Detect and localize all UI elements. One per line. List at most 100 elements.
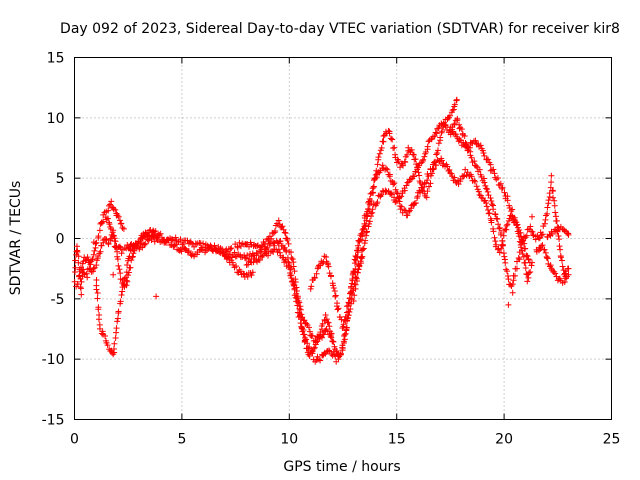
data-point xyxy=(390,181,397,188)
data-point xyxy=(468,173,475,180)
data-point xyxy=(319,320,326,327)
data-point xyxy=(374,199,381,206)
data-point xyxy=(72,264,79,271)
data-point xyxy=(289,256,296,263)
data-point xyxy=(527,223,534,230)
data-point xyxy=(84,274,91,281)
data-point xyxy=(393,189,400,196)
data-point xyxy=(435,125,442,132)
y-tick-label: 5 xyxy=(56,171,65,187)
data-point xyxy=(86,265,93,272)
data-point xyxy=(265,252,272,259)
data-point xyxy=(354,242,361,249)
data-point xyxy=(115,213,122,220)
data-point xyxy=(492,238,499,245)
data-point xyxy=(537,234,544,241)
data-point xyxy=(325,347,332,354)
tick-marks xyxy=(74,57,612,420)
data-point xyxy=(78,291,85,298)
data-point xyxy=(368,210,375,217)
data-point xyxy=(74,280,81,287)
data-point xyxy=(473,163,480,170)
data-point xyxy=(142,240,149,247)
data-point xyxy=(487,167,494,174)
data-point xyxy=(279,223,286,230)
data-point xyxy=(496,224,503,231)
data-point xyxy=(378,144,385,151)
data-point xyxy=(165,237,172,244)
data-point xyxy=(182,245,189,252)
data-point xyxy=(119,224,126,231)
data-point xyxy=(402,159,409,166)
data-point xyxy=(120,225,127,232)
data-point xyxy=(483,185,490,192)
x-tick-label: 20 xyxy=(495,432,513,448)
data-point xyxy=(366,220,373,227)
x-tick-label: 5 xyxy=(177,432,186,448)
data-point xyxy=(93,286,100,293)
data-point xyxy=(231,249,238,256)
data-point xyxy=(488,198,495,205)
data-point xyxy=(425,173,432,180)
data-point xyxy=(396,198,403,205)
data-point xyxy=(358,255,365,262)
data-point xyxy=(489,201,496,208)
data-point xyxy=(565,231,572,238)
data-point xyxy=(339,344,346,351)
data-point xyxy=(482,182,489,189)
data-point xyxy=(283,248,290,255)
data-point xyxy=(503,222,510,229)
data-point xyxy=(525,274,532,281)
data-point xyxy=(376,150,383,157)
data-point xyxy=(224,255,231,262)
data-point xyxy=(394,190,401,197)
data-point xyxy=(327,333,334,340)
data-point xyxy=(557,246,564,253)
data-point xyxy=(476,166,483,173)
data-point xyxy=(205,244,212,251)
data-point xyxy=(311,344,318,351)
data-point xyxy=(324,319,331,326)
data-point xyxy=(323,316,330,323)
data-point xyxy=(123,274,130,281)
data-point xyxy=(472,178,479,185)
data-point xyxy=(71,278,78,285)
data-point xyxy=(305,324,312,331)
data-point xyxy=(244,252,251,259)
data-point xyxy=(282,258,289,265)
data-point xyxy=(494,215,501,222)
data-point xyxy=(380,138,387,145)
data-point xyxy=(522,265,529,272)
data-point xyxy=(452,131,459,138)
data-point xyxy=(333,347,340,354)
data-point xyxy=(359,246,366,253)
data-point xyxy=(558,257,565,264)
data-point xyxy=(253,243,260,250)
data-point xyxy=(516,256,523,263)
data-point xyxy=(416,172,423,179)
data-point xyxy=(294,309,301,316)
x-tick-label: 15 xyxy=(388,432,406,448)
data-point xyxy=(115,308,122,315)
data-point xyxy=(246,251,253,258)
data-point xyxy=(461,132,468,139)
data-point xyxy=(208,243,215,250)
data-point xyxy=(78,278,85,285)
data-point xyxy=(281,229,288,236)
data-point xyxy=(341,316,348,323)
data-point xyxy=(322,312,329,319)
data-point xyxy=(385,127,392,134)
data-point xyxy=(556,243,563,250)
data-point xyxy=(502,259,509,266)
data-point xyxy=(331,287,338,294)
data-point xyxy=(360,226,367,233)
data-point xyxy=(365,199,372,206)
data-point xyxy=(388,190,395,197)
data-point xyxy=(481,179,488,186)
data-point xyxy=(401,187,408,194)
data-point xyxy=(339,345,346,352)
data-point xyxy=(302,336,309,343)
data-point xyxy=(498,245,505,252)
y-tick-label: -10 xyxy=(42,352,65,368)
data-point xyxy=(417,189,424,196)
